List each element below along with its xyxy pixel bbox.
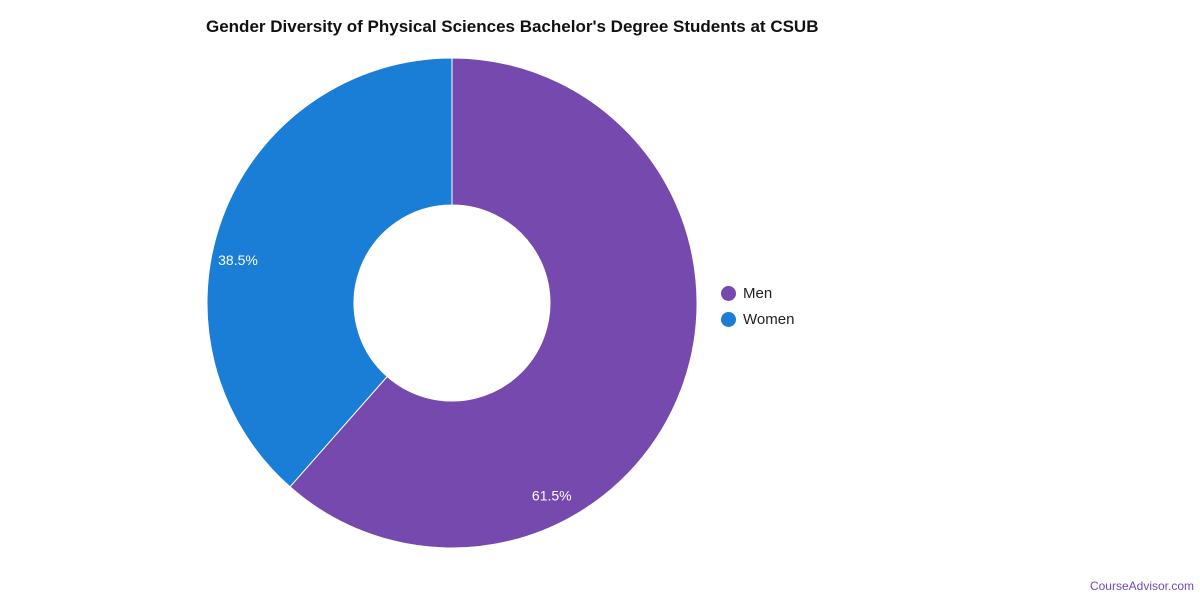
legend-label-women: Women (743, 310, 795, 328)
legend-item-women[interactable]: Women (721, 306, 794, 332)
donut-slices (206, 57, 698, 549)
legend-swatch-men (721, 285, 736, 301)
data-label-women: 38.5% (218, 252, 258, 268)
legend-swatch-women (721, 311, 736, 327)
source-credit[interactable]: CourseAdvisor.com (1089, 579, 1194, 593)
slice-men[interactable] (289, 57, 698, 549)
legend-item-men[interactable]: Men (721, 280, 794, 306)
legend-label-men: Men (743, 284, 773, 302)
legend: Men Women (721, 280, 794, 332)
slice-women[interactable] (206, 57, 453, 488)
data-labels: 61.5% 38.5% (218, 252, 571, 503)
chart-title: Gender Diversity of Physical Sciences Ba… (206, 17, 819, 36)
data-label-men: 61.5% (532, 488, 572, 504)
